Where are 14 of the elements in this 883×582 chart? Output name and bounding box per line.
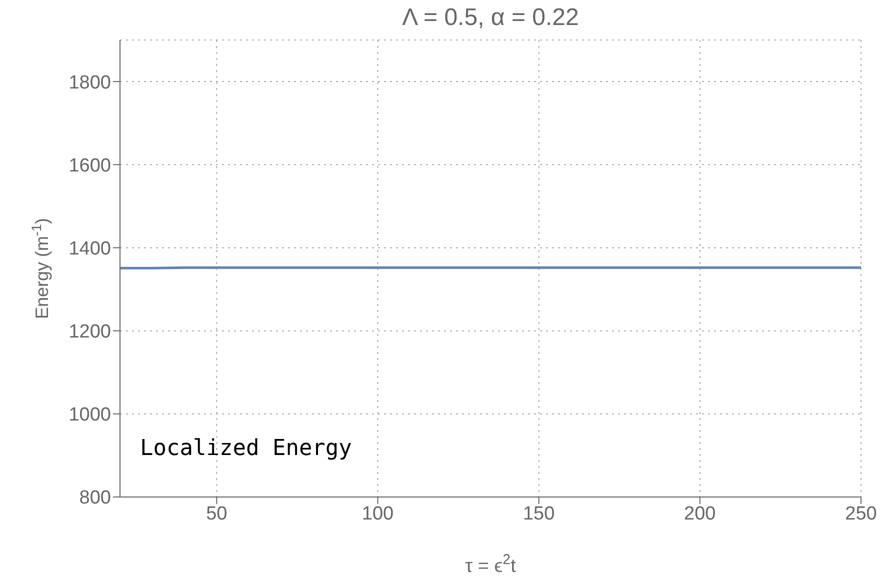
annotation: Localized Energy bbox=[140, 436, 352, 461]
y-tick-label: 1600 bbox=[68, 155, 111, 176]
x-tick-label: 150 bbox=[522, 503, 555, 524]
x-tick-label: 50 bbox=[206, 503, 228, 524]
x-axis-title: τ = ϵ$^{2}$t bbox=[465, 552, 517, 577]
x-tick-label: 200 bbox=[684, 503, 716, 524]
y-tick-label: 800 bbox=[79, 488, 111, 509]
x-tick-label: 250 bbox=[845, 503, 877, 524]
y-tick-label: 1800 bbox=[68, 72, 111, 94]
y-tick-label: 1000 bbox=[68, 404, 111, 426]
x-tick-label: 100 bbox=[362, 503, 394, 524]
y-tick-label: 1400 bbox=[68, 238, 111, 260]
y-tick-label: 1200 bbox=[68, 322, 111, 343]
chart-title: Λ = 0.5, α = 0.22 bbox=[401, 4, 580, 32]
